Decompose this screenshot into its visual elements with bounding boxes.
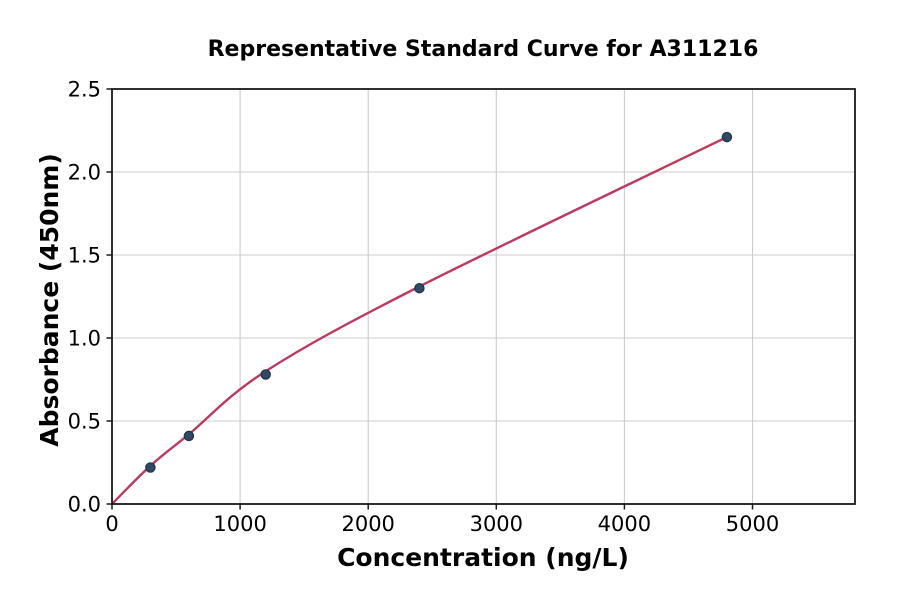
- y-tick-label: 2.5: [68, 78, 101, 102]
- y-tick-label: 0.0: [68, 493, 101, 517]
- y-tick-label: 1.5: [68, 244, 101, 268]
- x-axis-ticks: 0 1000 2000 3000 4000 5000: [105, 504, 779, 536]
- x-tick-label: 1000: [213, 512, 266, 536]
- grid-lines: [111, 88, 855, 505]
- data-point-marker: [183, 430, 195, 442]
- x-tick-label: 3000: [470, 512, 523, 536]
- x-axis-label: Concentration (ng/L): [337, 543, 629, 572]
- x-tick-label: 0: [105, 512, 118, 536]
- data-point-marker: [145, 462, 156, 473]
- data-point-marker: [414, 282, 425, 294]
- x-tick-label: 2000: [341, 512, 394, 536]
- x-tick-label: 4000: [598, 512, 651, 536]
- y-axis-ticks: 0.0 0.5 1.0 1.5 2.0 2.5: [68, 78, 112, 517]
- plot-border: [111, 88, 856, 505]
- y-tick-label: 0.5: [68, 410, 101, 434]
- fit-curve-line: [111, 136, 728, 505]
- chart-title: Representative Standard Curve for A31121…: [208, 37, 759, 62]
- data-point-marker: [721, 131, 733, 143]
- y-tick-label: 2.0: [68, 161, 101, 185]
- x-tick-label: 5000: [726, 512, 779, 536]
- y-axis-label: Absorbance (450nm): [35, 153, 64, 447]
- y-tick-label: 1.0: [68, 327, 101, 351]
- data-points: [145, 131, 733, 473]
- data-point-marker: [260, 369, 271, 380]
